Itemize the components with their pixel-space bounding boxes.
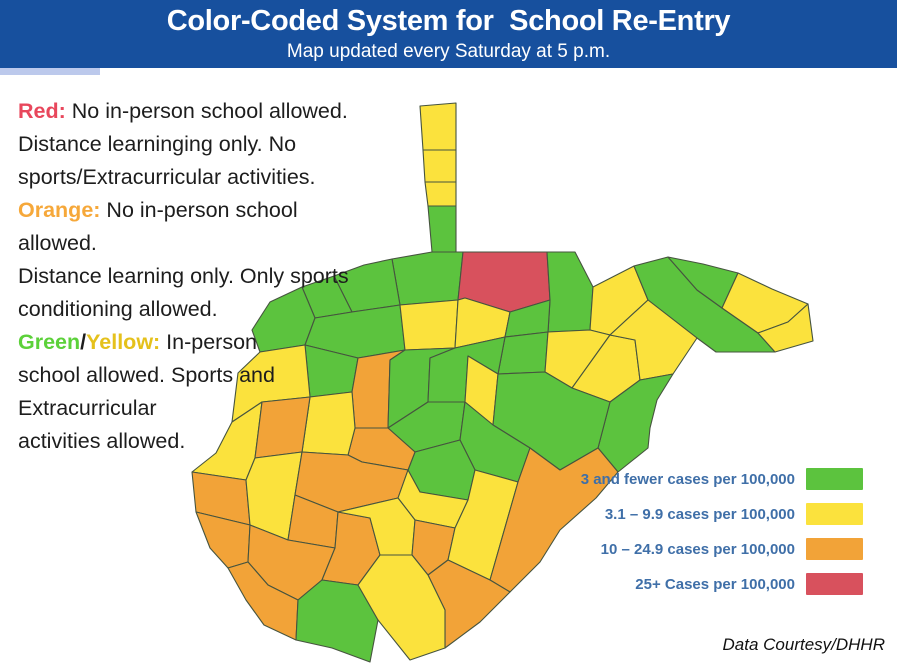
yellow-label: Yellow: — [86, 330, 161, 354]
legend-row-red: 25+ Cases per 100,000 — [581, 573, 863, 595]
slash-separator: / — [80, 330, 87, 354]
county-jefferson — [757, 303, 814, 353]
page-subtitle: Map updated every Saturday at 5 p.m. — [286, 41, 611, 62]
county-marshall — [427, 205, 457, 253]
legend-label-red: 25+ Cases per 100,000 — [635, 575, 795, 593]
header-banner: Color-Coded System for School Re-Entry M… — [0, 0, 897, 68]
legend-row-orange: 10 – 24.9 cases per 100,000 — [581, 538, 863, 560]
data-credit: Data Courtesy/DHHR — [722, 635, 886, 654]
county-brooke — [422, 149, 457, 183]
legend-row-green: 3 and fewer cases per 100,000 — [581, 468, 863, 490]
county-doddridge — [399, 299, 459, 351]
legend-swatch-yellow — [806, 503, 863, 525]
legend-swatch-green — [806, 468, 863, 490]
county-mercer — [357, 554, 446, 661]
page-title: Color-Coded System for School Re-Entry — [166, 5, 731, 37]
legend-row-yellow: 3.1 – 9.9 cases per 100,000 — [581, 503, 863, 525]
orange-label: Orange: — [18, 198, 101, 222]
county-wetzel — [391, 251, 464, 306]
red-rule-body: No in-person school allowed. Distance le… — [18, 99, 348, 189]
color-key-text: Red: No in-person school allowed. Distan… — [18, 95, 378, 458]
green-yellow-rule-body: In-person school allowed. Sports and Ext… — [18, 330, 275, 453]
county-barbour — [497, 331, 549, 375]
green-yellow-rule-text: Green/Yellow: In-person school allowed. … — [18, 326, 378, 458]
legend-swatch-orange — [806, 538, 863, 560]
county-hancock — [419, 102, 457, 151]
legend-label-green: 3 and fewer cases per 100,000 — [580, 470, 795, 488]
county-ohio — [424, 181, 457, 207]
legend-label-orange: 10 – 24.9 cases per 100,000 — [600, 540, 795, 558]
county-preston — [546, 251, 594, 333]
red-rule-text: Red: No in-person school allowed. Distan… — [18, 95, 378, 194]
green-label: Green — [18, 330, 81, 354]
legend-label-yellow: 3.1 – 9.9 cases per 100,000 — [604, 505, 795, 523]
banner-accent-strip — [0, 68, 100, 75]
red-label: Red: — [18, 99, 66, 123]
orange-rule-text: Orange: No in-person school allowed. Dis… — [18, 194, 378, 326]
legend-swatch-red — [806, 573, 863, 595]
map-legend: 3 and fewer cases per 100,000 3.1 – 9.9 … — [581, 468, 863, 608]
orange-rule-body: No in-person school allowed. Distance le… — [18, 198, 349, 321]
